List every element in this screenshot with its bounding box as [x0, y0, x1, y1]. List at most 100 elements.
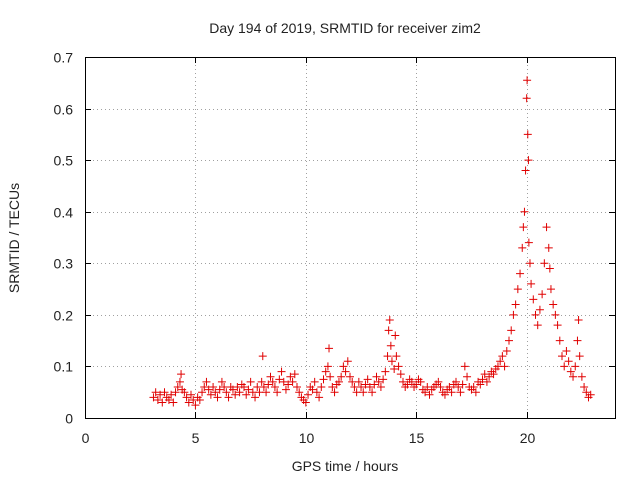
data-point [513, 285, 522, 294]
data-point [575, 352, 584, 361]
data-point [478, 375, 487, 384]
data-point [295, 388, 304, 397]
data-point [546, 285, 555, 294]
data-point [180, 388, 189, 397]
data-point [538, 290, 547, 299]
data-point [524, 156, 533, 165]
y-tick-label: 0.3 [54, 256, 74, 272]
data-point [160, 388, 169, 397]
data-point [368, 388, 377, 397]
data-point [440, 390, 449, 399]
data-point [412, 380, 421, 389]
data-point [436, 383, 445, 392]
data-point [386, 341, 395, 350]
data-point [346, 372, 354, 381]
data-point [339, 362, 348, 371]
data-point [228, 385, 237, 394]
data-point [482, 377, 491, 386]
data-point [390, 365, 399, 374]
data-point [502, 346, 511, 355]
tick-labels: 0 5 10 15 20 0 0.1 0.2 0.3 0.4 0.5 0.6 0.7 [54, 50, 536, 447]
data-point [246, 377, 255, 386]
data-point [396, 370, 405, 379]
data-point [555, 336, 564, 345]
data-point [357, 383, 366, 392]
data-point [317, 383, 326, 392]
data-point [167, 390, 176, 399]
data-point [535, 305, 544, 314]
data-point [158, 398, 167, 407]
data-point [277, 367, 286, 376]
data-point [258, 352, 267, 361]
data-point [153, 395, 162, 404]
data-point [372, 372, 381, 381]
data-point [416, 377, 425, 386]
data-point [325, 344, 334, 353]
data-point [156, 390, 165, 399]
data-point [328, 383, 337, 392]
data-point [383, 352, 392, 361]
data-point [452, 377, 460, 386]
y-tick-label: 0.4 [54, 205, 74, 221]
data-point [164, 395, 173, 404]
data-point [222, 388, 231, 397]
data-point [379, 375, 388, 384]
data-point [361, 380, 370, 389]
data-point [264, 380, 273, 389]
data-point [456, 388, 465, 397]
data-point [341, 367, 350, 376]
data-point [399, 377, 407, 386]
x-axis-label: GPS time / hours [292, 458, 399, 474]
data-point [523, 130, 532, 139]
data-point [288, 377, 297, 386]
data-point [498, 352, 507, 361]
data-point [173, 383, 182, 392]
data-point [385, 316, 394, 325]
data-point [586, 390, 595, 399]
data-point [521, 166, 530, 175]
y-tick-label: 0.2 [54, 308, 74, 324]
data-point [308, 385, 317, 394]
data-point [507, 326, 516, 335]
data-point [558, 352, 566, 361]
data-point [259, 383, 268, 392]
data-point [533, 321, 542, 330]
data-point [421, 388, 430, 397]
data-point [315, 393, 324, 402]
y-axis-label: SRMTID / TECUs [6, 183, 22, 293]
x-tick-label: 20 [520, 430, 536, 446]
data-point [549, 300, 558, 309]
data-point [391, 331, 400, 340]
data-point [520, 207, 529, 216]
data-point [363, 375, 372, 384]
x-tick-label: 10 [299, 430, 315, 446]
data-point [447, 388, 456, 397]
data-point [279, 377, 288, 386]
y-tick-label: 0.1 [54, 359, 74, 375]
data-point [275, 375, 284, 384]
data-point [551, 310, 560, 319]
axis-ticks [85, 57, 615, 419]
data-point [577, 372, 586, 381]
data-point [175, 377, 184, 386]
data-point [337, 372, 346, 381]
data-point [469, 383, 478, 392]
data-point [293, 383, 301, 392]
data-point [582, 388, 591, 397]
data-point [184, 398, 193, 407]
data-point [573, 336, 582, 345]
data-point [580, 383, 589, 392]
data-point [544, 243, 553, 252]
data-point [240, 383, 248, 392]
data-point [458, 380, 467, 389]
data-point [213, 393, 222, 402]
data-point [434, 377, 443, 386]
data-point [266, 372, 275, 381]
data-point [376, 383, 385, 392]
data-point [489, 370, 498, 379]
data-point [284, 380, 293, 389]
data-point [319, 375, 328, 384]
data-point [182, 393, 191, 402]
data-point [273, 388, 282, 397]
data-point [445, 383, 454, 392]
